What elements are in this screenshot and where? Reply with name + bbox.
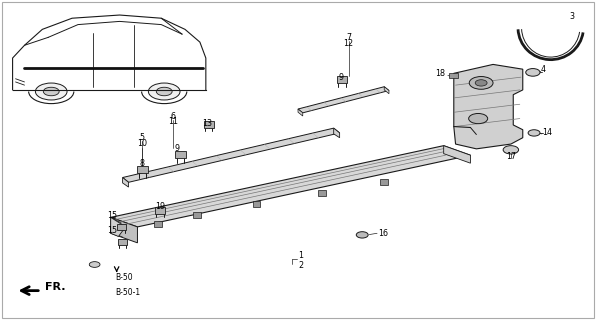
Circle shape (35, 83, 67, 100)
Circle shape (468, 114, 488, 124)
Text: 1: 1 (298, 251, 303, 260)
Polygon shape (123, 178, 129, 187)
Text: 7: 7 (346, 33, 351, 42)
Bar (193, 212, 201, 218)
Text: 6: 6 (170, 113, 176, 122)
Text: 15: 15 (107, 211, 117, 220)
Bar (449, 73, 458, 78)
Circle shape (156, 87, 172, 96)
Text: B-50-1: B-50-1 (116, 288, 141, 297)
Polygon shape (334, 128, 340, 138)
Bar (118, 239, 127, 245)
Text: 2: 2 (298, 261, 303, 270)
Text: FR.: FR. (45, 283, 66, 292)
Text: 4: 4 (541, 65, 545, 74)
Text: 16: 16 (378, 229, 388, 238)
Polygon shape (111, 217, 126, 236)
Bar (175, 151, 185, 158)
Text: 13: 13 (203, 119, 213, 128)
Circle shape (503, 146, 519, 154)
Bar (204, 121, 213, 127)
Circle shape (89, 262, 100, 268)
Circle shape (44, 87, 59, 96)
Text: 12: 12 (343, 39, 353, 48)
Text: 19: 19 (155, 202, 165, 211)
Circle shape (469, 76, 493, 89)
Bar (337, 76, 347, 83)
Circle shape (356, 232, 368, 238)
Circle shape (526, 68, 540, 76)
Bar (155, 207, 166, 214)
Polygon shape (111, 217, 138, 243)
Circle shape (528, 130, 540, 136)
Polygon shape (384, 87, 389, 94)
Text: B-50: B-50 (116, 273, 133, 282)
Polygon shape (454, 64, 523, 149)
Bar (253, 201, 260, 207)
Bar (318, 190, 325, 196)
Text: 3: 3 (570, 12, 575, 21)
Text: 5: 5 (139, 133, 145, 142)
Circle shape (148, 83, 180, 100)
Polygon shape (123, 128, 340, 182)
Text: 8: 8 (139, 159, 145, 168)
Text: 15: 15 (107, 226, 117, 235)
Bar (154, 220, 162, 227)
Text: 9: 9 (174, 144, 179, 153)
Bar (380, 179, 388, 186)
Bar (117, 224, 126, 230)
Text: 11: 11 (168, 117, 178, 126)
Text: 9: 9 (339, 73, 343, 82)
Text: 10: 10 (137, 139, 147, 148)
Bar (137, 166, 148, 173)
Text: 17: 17 (506, 152, 516, 161)
Polygon shape (111, 146, 470, 227)
Circle shape (475, 80, 487, 86)
Polygon shape (443, 146, 470, 163)
Text: 14: 14 (542, 128, 552, 137)
Polygon shape (298, 87, 389, 113)
Polygon shape (298, 109, 303, 116)
Text: 18: 18 (436, 69, 445, 78)
